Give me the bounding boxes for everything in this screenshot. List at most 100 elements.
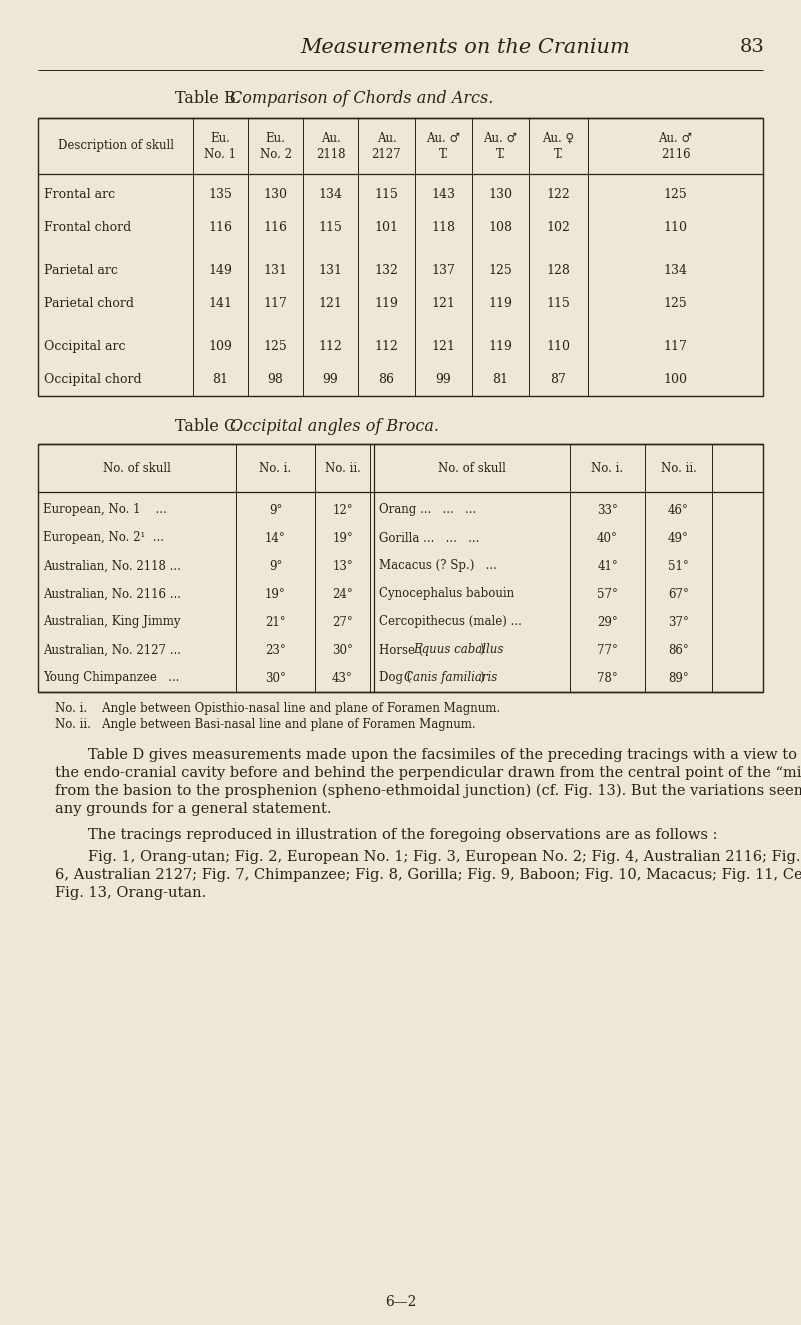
- Text: No. 2: No. 2: [260, 147, 292, 160]
- Text: 77°: 77°: [597, 644, 618, 656]
- Text: 112: 112: [319, 341, 343, 352]
- Text: 99: 99: [436, 374, 452, 386]
- Text: Australian, No. 2116 ...: Australian, No. 2116 ...: [43, 587, 181, 600]
- Text: 131: 131: [264, 264, 288, 277]
- Text: 29°: 29°: [597, 616, 618, 628]
- Text: Eu.: Eu.: [211, 131, 231, 144]
- Text: 46°: 46°: [668, 504, 689, 517]
- Text: 40°: 40°: [597, 531, 618, 545]
- Text: Australian, No. 2127 ...: Australian, No. 2127 ...: [43, 644, 181, 656]
- Text: ): ): [479, 672, 483, 685]
- Text: 109: 109: [208, 341, 232, 352]
- Text: 110: 110: [546, 341, 570, 352]
- Text: Au. ♂: Au. ♂: [426, 131, 461, 144]
- Text: No. ii.   Angle between Basi-nasal line and plane of Foramen Magnum.: No. ii. Angle between Basi-nasal line an…: [55, 718, 476, 731]
- Text: 78°: 78°: [597, 672, 618, 685]
- Text: Occipital angles of Broca.: Occipital angles of Broca.: [230, 417, 439, 435]
- Text: 115: 115: [319, 221, 343, 235]
- Text: 98: 98: [268, 374, 284, 386]
- Text: 117: 117: [663, 341, 687, 352]
- Text: from the basion to the prosphenion (spheno-ethmoidal junction) (cf. Fig. 13). Bu: from the basion to the prosphenion (sphe…: [55, 784, 801, 799]
- Text: Cynocephalus babouin: Cynocephalus babouin: [379, 587, 514, 600]
- Text: 110: 110: [663, 221, 687, 235]
- Text: No. i.: No. i.: [591, 461, 623, 474]
- Text: 9°: 9°: [269, 504, 282, 517]
- Text: Au. ♂: Au. ♂: [658, 131, 693, 144]
- Text: 141: 141: [208, 297, 232, 310]
- Text: Horse (: Horse (: [379, 644, 424, 656]
- Text: 2118: 2118: [316, 147, 345, 160]
- Text: 81: 81: [493, 374, 509, 386]
- Text: ): ): [479, 644, 484, 656]
- Text: 19°: 19°: [265, 587, 286, 600]
- Text: 13°: 13°: [332, 559, 353, 572]
- Text: No. 1: No. 1: [204, 147, 236, 160]
- Text: T.: T.: [496, 147, 505, 160]
- Text: 137: 137: [432, 264, 456, 277]
- Text: Parietal arc: Parietal arc: [44, 264, 118, 277]
- Text: 112: 112: [375, 341, 398, 352]
- Text: 89°: 89°: [668, 672, 689, 685]
- Text: Equus caballus: Equus caballus: [413, 644, 504, 656]
- Text: Frontal chord: Frontal chord: [44, 221, 131, 235]
- Text: Occipital arc: Occipital arc: [44, 341, 126, 352]
- Text: 115: 115: [375, 188, 398, 201]
- Text: European, No. 1    ...: European, No. 1 ...: [43, 504, 167, 517]
- Text: 125: 125: [663, 297, 687, 310]
- Text: 33°: 33°: [597, 504, 618, 517]
- Text: 125: 125: [489, 264, 513, 277]
- Text: 49°: 49°: [668, 531, 689, 545]
- Text: 21°: 21°: [265, 616, 286, 628]
- Text: the endo-cranial cavity before and behind the perpendicular drawn from the centr: the endo-cranial cavity before and behin…: [55, 766, 801, 780]
- Text: 51°: 51°: [668, 559, 689, 572]
- Text: 125: 125: [264, 341, 288, 352]
- Text: 99: 99: [323, 374, 338, 386]
- Text: Parietal chord: Parietal chord: [44, 297, 134, 310]
- Text: 125: 125: [663, 188, 687, 201]
- Text: Gorilla ...   ...   ...: Gorilla ... ... ...: [379, 531, 479, 545]
- Text: Table B.: Table B.: [175, 90, 241, 107]
- Text: 108: 108: [489, 221, 513, 235]
- Text: 57°: 57°: [597, 587, 618, 600]
- Text: 121: 121: [432, 341, 456, 352]
- Text: 27°: 27°: [332, 616, 353, 628]
- Text: 121: 121: [319, 297, 343, 310]
- Text: Description of skull: Description of skull: [58, 139, 174, 152]
- Text: Macacus (? Sp.)   ...: Macacus (? Sp.) ...: [379, 559, 497, 572]
- Text: No. of skull: No. of skull: [438, 461, 506, 474]
- Text: 121: 121: [432, 297, 456, 310]
- Text: 119: 119: [489, 297, 513, 310]
- Text: any grounds for a general statement.: any grounds for a general statement.: [55, 802, 332, 816]
- Text: 128: 128: [546, 264, 570, 277]
- Text: T.: T.: [553, 147, 563, 160]
- Text: 130: 130: [264, 188, 288, 201]
- Bar: [38, 118, 763, 396]
- Text: European, No. 2¹  ...: European, No. 2¹ ...: [43, 531, 164, 545]
- Text: 131: 131: [319, 264, 343, 277]
- Text: 100: 100: [663, 374, 687, 386]
- Text: 118: 118: [432, 221, 456, 235]
- Text: Eu.: Eu.: [266, 131, 285, 144]
- Text: 6—2: 6—2: [385, 1295, 417, 1309]
- Text: 134: 134: [663, 264, 687, 277]
- Text: 119: 119: [375, 297, 398, 310]
- Text: Measurements on the Cranium: Measurements on the Cranium: [300, 38, 630, 57]
- Text: No. i.    Angle between Opisthio-nasal line and plane of Foramen Magnum.: No. i. Angle between Opisthio-nasal line…: [55, 702, 500, 716]
- Text: 130: 130: [489, 188, 513, 201]
- Text: Occipital chord: Occipital chord: [44, 374, 142, 386]
- Text: 115: 115: [546, 297, 570, 310]
- Text: 149: 149: [208, 264, 232, 277]
- Text: 116: 116: [264, 221, 288, 235]
- Text: 41°: 41°: [597, 559, 618, 572]
- Text: No. of skull: No. of skull: [103, 461, 171, 474]
- Text: 132: 132: [375, 264, 398, 277]
- Text: T.: T.: [439, 147, 449, 160]
- Text: 86°: 86°: [668, 644, 689, 656]
- Text: Dog (: Dog (: [379, 672, 412, 685]
- Text: 24°: 24°: [332, 587, 353, 600]
- Text: 135: 135: [208, 188, 232, 201]
- Text: Fig. 1, Orang-utan; Fig. 2, European No. 1; Fig. 3, European No. 2; Fig. 4, Aust: Fig. 1, Orang-utan; Fig. 2, European No.…: [88, 851, 801, 864]
- Text: Canis familiaris: Canis familiaris: [404, 672, 497, 685]
- Bar: [38, 444, 763, 692]
- Text: 83: 83: [740, 38, 765, 56]
